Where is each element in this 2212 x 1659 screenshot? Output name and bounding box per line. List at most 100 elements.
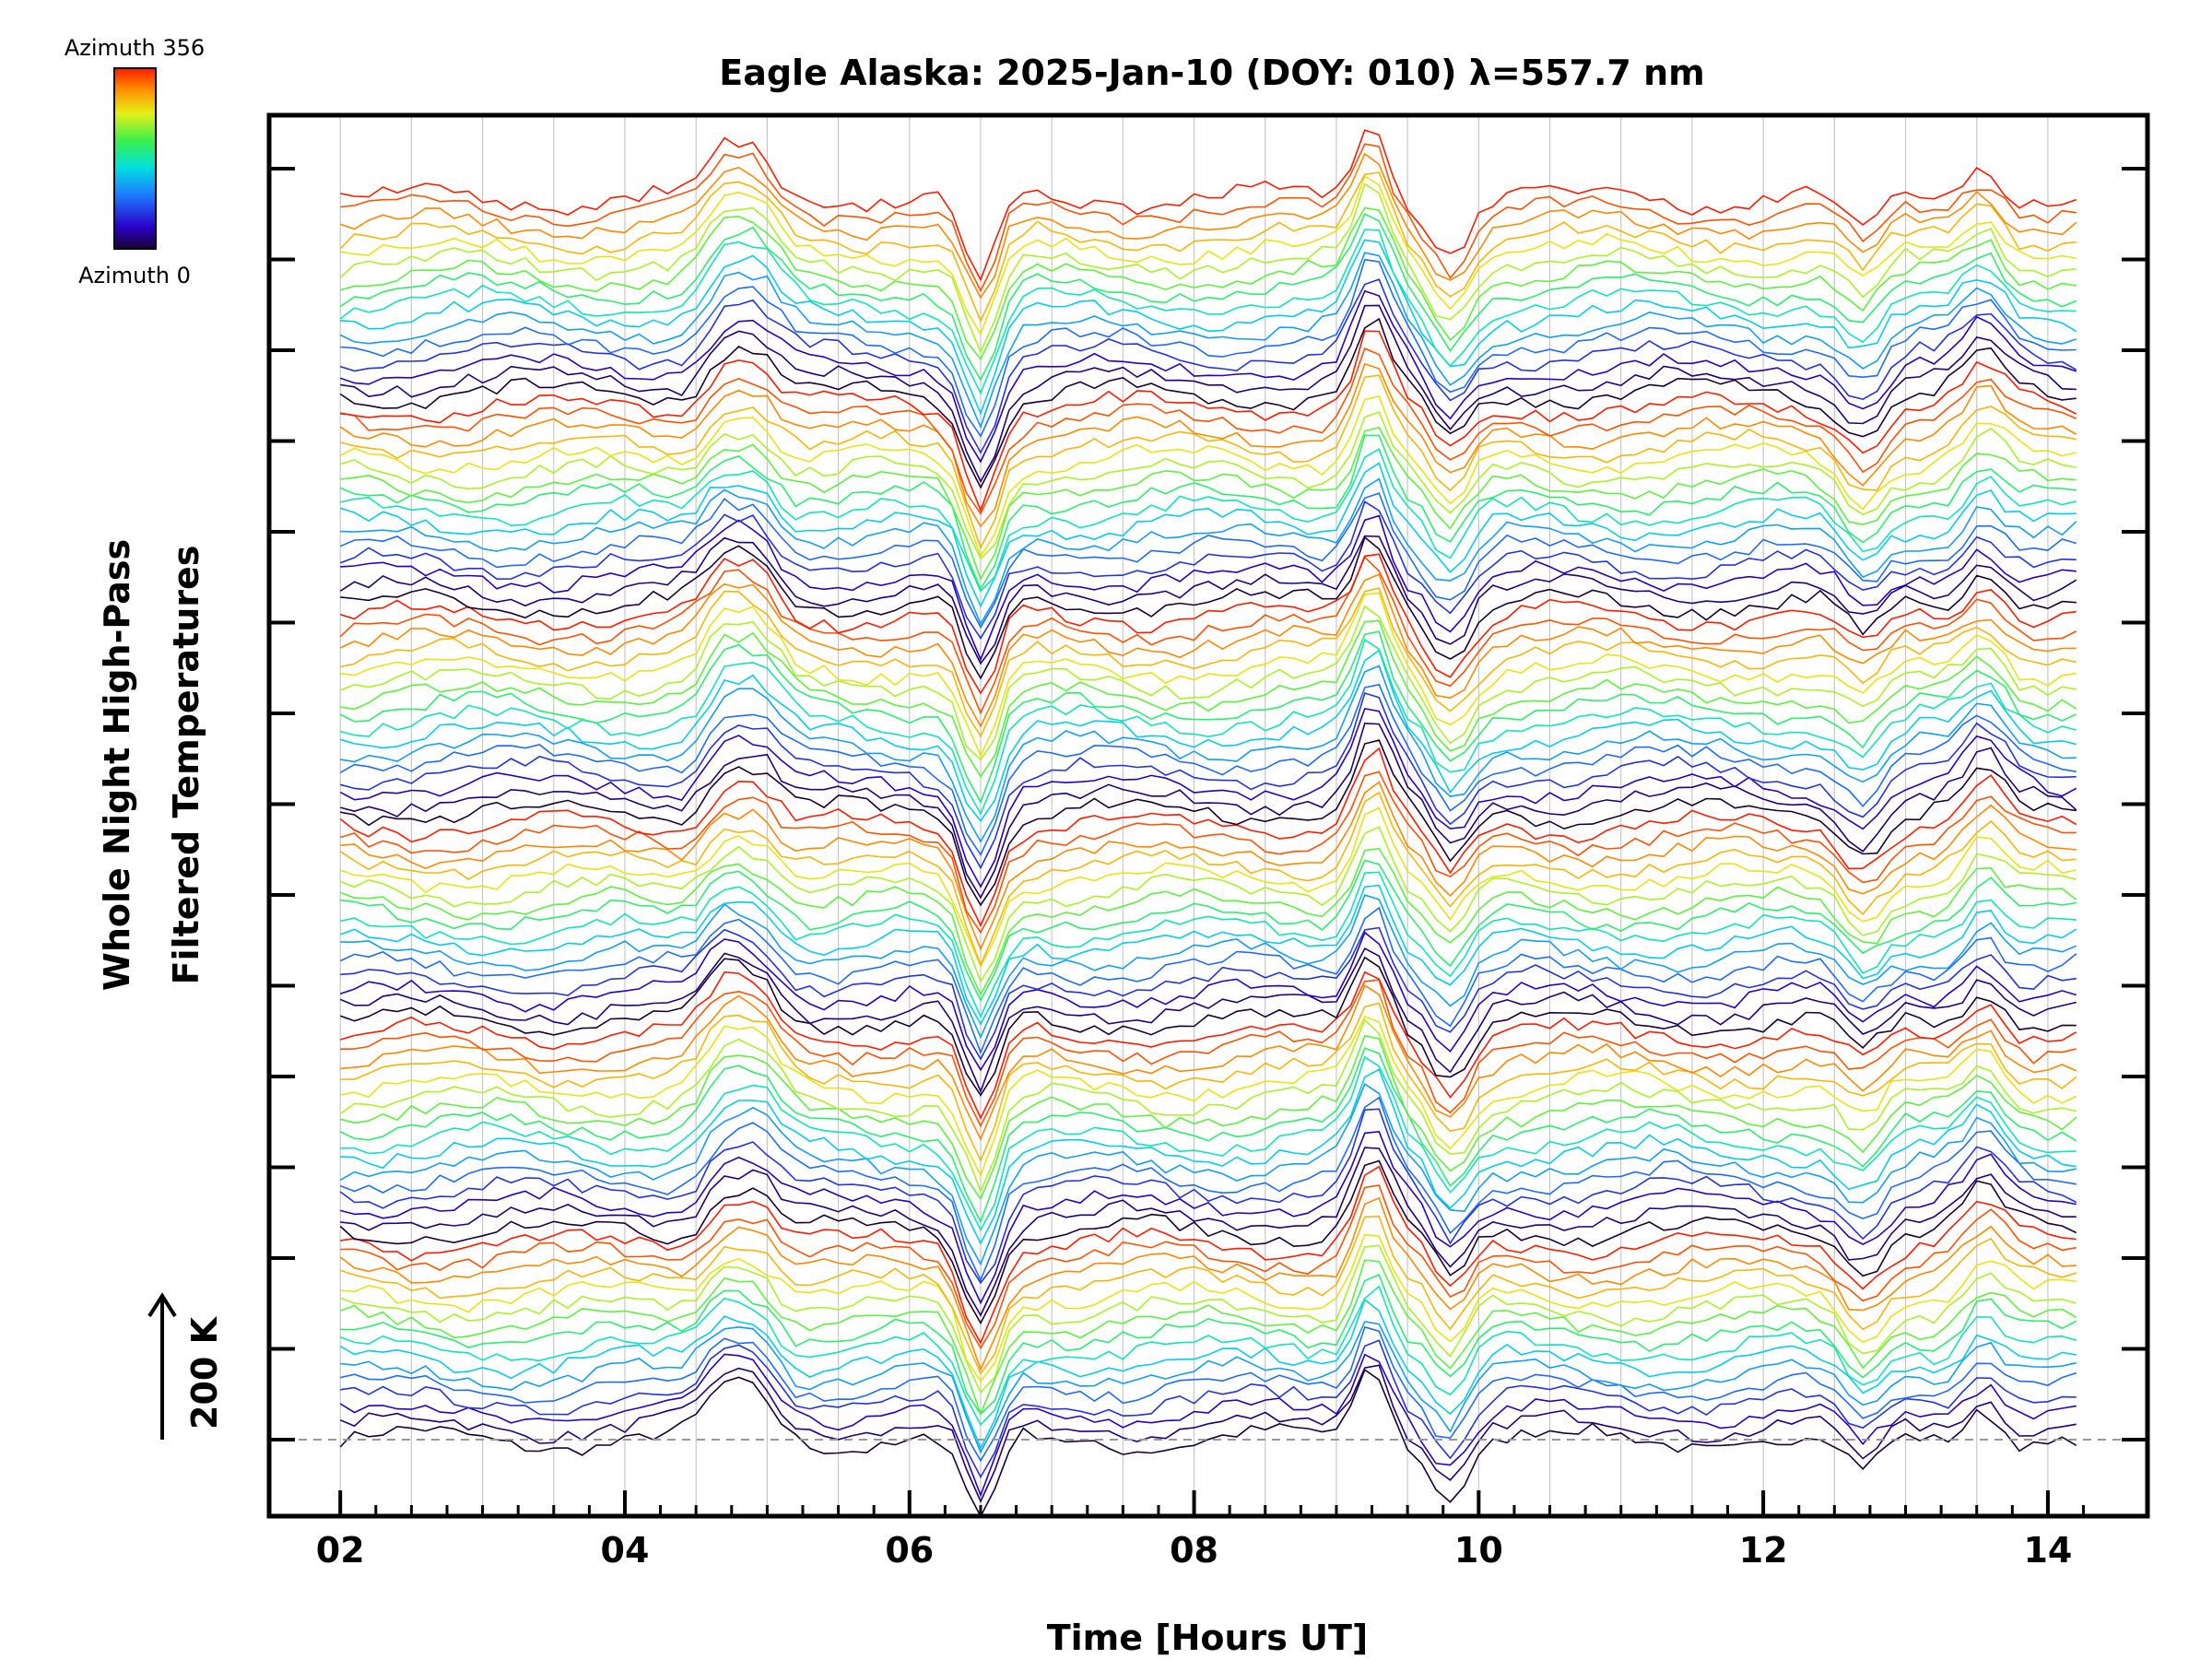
trace-line bbox=[339, 1368, 2077, 1516]
trace-line bbox=[340, 174, 2077, 336]
trace-line bbox=[339, 605, 2077, 761]
trace-line bbox=[339, 152, 2077, 300]
x-tick-label: 08 bbox=[1170, 1530, 1218, 1571]
x-tick-label: 04 bbox=[601, 1530, 650, 1571]
trace-line bbox=[339, 906, 2077, 1055]
trace-line bbox=[339, 1018, 2077, 1194]
trace-line bbox=[339, 884, 2077, 1026]
trace-line bbox=[340, 477, 2077, 626]
trace-line bbox=[339, 947, 2077, 1094]
x-tick-label: 10 bbox=[1454, 1530, 1503, 1571]
trace-line bbox=[340, 1055, 2077, 1232]
trace-line bbox=[339, 1034, 2077, 1201]
trace-line bbox=[339, 707, 2077, 888]
trace-line bbox=[339, 1047, 2077, 1224]
trace-line bbox=[339, 847, 2077, 996]
trace-line bbox=[340, 1165, 2077, 1345]
trace-line bbox=[339, 649, 2077, 823]
x-tick-label: 02 bbox=[316, 1530, 365, 1571]
trace-line bbox=[339, 362, 2077, 528]
trace-line bbox=[340, 258, 2077, 438]
trace-line bbox=[339, 395, 2077, 559]
trace-line bbox=[339, 462, 2077, 608]
trace-line bbox=[339, 1215, 2077, 1375]
y-axis-label-line1: Whole Night High-Pass bbox=[97, 539, 137, 991]
trace-line bbox=[340, 619, 2077, 778]
trace-line bbox=[340, 592, 2077, 758]
trace-line bbox=[339, 213, 2077, 382]
trace-line bbox=[339, 971, 2077, 1120]
trace-line bbox=[340, 143, 2077, 293]
trace-line bbox=[339, 206, 2077, 361]
trace-line bbox=[340, 448, 2077, 593]
trace-line bbox=[339, 434, 2077, 591]
trace-line bbox=[339, 535, 2077, 665]
trace-line bbox=[339, 556, 2077, 715]
trace-line bbox=[339, 317, 2077, 489]
trace-line bbox=[340, 514, 2077, 662]
trace-line bbox=[339, 492, 2077, 629]
trace-line bbox=[339, 722, 2077, 900]
trace-line bbox=[339, 500, 2077, 640]
trace-line bbox=[340, 781, 2077, 951]
x-axis-label: Time [Hours UT] bbox=[1047, 1618, 1369, 1658]
plot-frame bbox=[266, 112, 2150, 1519]
colorbar-bottom-label: Azimuth 0 bbox=[78, 263, 191, 288]
colorbar-top-label: Azimuth 356 bbox=[65, 35, 205, 61]
scale-label: 200 K bbox=[184, 1315, 225, 1430]
trace-line bbox=[339, 229, 2077, 395]
trace-line bbox=[339, 747, 2077, 928]
trace-line bbox=[340, 426, 2077, 582]
trace-line bbox=[340, 1321, 2077, 1454]
trace-line bbox=[339, 826, 2077, 983]
trace-line bbox=[339, 289, 2077, 464]
trace-line bbox=[339, 1298, 2077, 1451]
trace-line bbox=[339, 771, 2077, 935]
trace-line bbox=[339, 683, 2077, 857]
trace-line bbox=[339, 931, 2077, 1072]
trace-line bbox=[340, 979, 2077, 1128]
trace-line bbox=[339, 1108, 2077, 1285]
trace-line bbox=[339, 1364, 2077, 1503]
trace-line bbox=[340, 1233, 2077, 1383]
trace-line bbox=[340, 535, 2077, 680]
trace-line bbox=[340, 894, 2077, 1040]
x-tick-label: 12 bbox=[1739, 1530, 1788, 1571]
trace-line bbox=[339, 573, 2077, 728]
trace-line bbox=[339, 630, 2077, 805]
trace-line bbox=[340, 1068, 2077, 1245]
trace-line bbox=[340, 347, 2077, 515]
colorbar bbox=[113, 67, 157, 250]
grid-lines bbox=[339, 115, 2049, 1516]
chart-title: Eagle Alaska: 2025-Jan-10 (DOY: 010) λ=5… bbox=[719, 53, 1705, 93]
scale-arrow-head bbox=[147, 1292, 177, 1318]
temperature-traces bbox=[339, 129, 2077, 1516]
y-axis-label: Whole Night High-Pass Filtered Temperatu… bbox=[97, 539, 206, 991]
x-axis-ticks: 02 04 06 08 10 12 14 bbox=[316, 1490, 2086, 1571]
trace-line bbox=[339, 791, 2077, 968]
trace-line bbox=[340, 1339, 2077, 1479]
y-axis-label-line2: Filtered Temperatures bbox=[166, 546, 206, 985]
trace-line bbox=[339, 278, 2077, 454]
trace-line bbox=[340, 304, 2077, 484]
trace-line bbox=[340, 129, 2077, 282]
trace-line bbox=[339, 1285, 2077, 1427]
trace-line bbox=[339, 182, 2077, 355]
trace-line bbox=[339, 956, 2077, 1097]
trace-line bbox=[340, 665, 2077, 843]
trace-line bbox=[340, 1002, 2077, 1163]
trace-line bbox=[339, 806, 2077, 969]
trace-line bbox=[339, 553, 2077, 695]
trace-line bbox=[340, 374, 2077, 550]
trace-line bbox=[339, 1353, 2077, 1498]
trace-line bbox=[340, 1273, 2077, 1416]
trace-line bbox=[339, 1082, 2077, 1266]
trace-line bbox=[339, 1244, 2077, 1394]
trace-line bbox=[340, 984, 2077, 1142]
trace-line bbox=[340, 871, 2077, 1019]
trace-line bbox=[339, 1259, 2077, 1417]
trace-line bbox=[340, 1147, 2077, 1317]
trace-line bbox=[340, 1015, 2077, 1178]
trace-line bbox=[339, 171, 2077, 324]
